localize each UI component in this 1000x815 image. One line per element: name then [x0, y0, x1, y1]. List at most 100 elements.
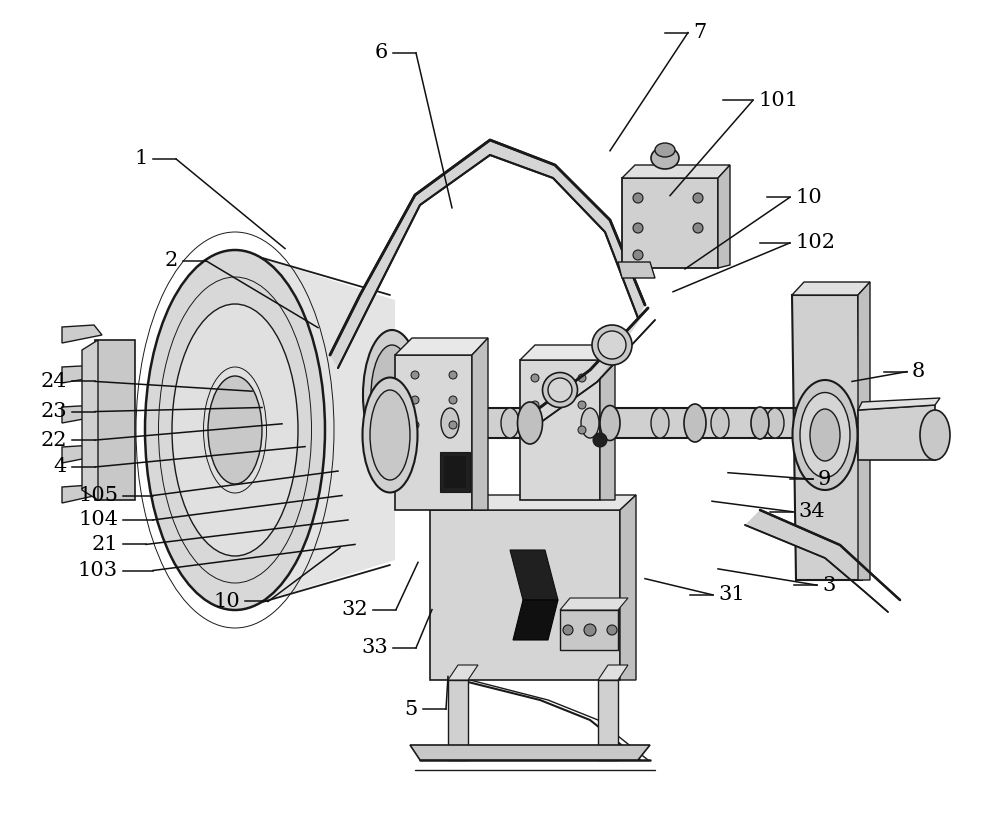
Text: 2: 2 — [165, 251, 178, 271]
Ellipse shape — [600, 406, 620, 440]
Ellipse shape — [563, 625, 573, 635]
Polygon shape — [513, 600, 558, 640]
Ellipse shape — [792, 380, 858, 490]
Polygon shape — [622, 178, 718, 268]
Ellipse shape — [145, 250, 325, 610]
Ellipse shape — [441, 408, 459, 438]
Ellipse shape — [633, 223, 643, 233]
Ellipse shape — [542, 372, 578, 408]
Polygon shape — [598, 680, 618, 760]
Ellipse shape — [578, 426, 586, 434]
Polygon shape — [510, 550, 558, 600]
Ellipse shape — [362, 377, 418, 492]
Ellipse shape — [411, 371, 419, 379]
Text: 34: 34 — [798, 502, 825, 522]
Polygon shape — [858, 405, 935, 460]
Polygon shape — [98, 395, 130, 413]
Ellipse shape — [593, 433, 607, 447]
Polygon shape — [448, 665, 478, 680]
Polygon shape — [62, 325, 102, 343]
Text: 24: 24 — [40, 372, 67, 391]
Text: 4: 4 — [54, 457, 67, 477]
Ellipse shape — [598, 331, 626, 359]
Text: 1: 1 — [135, 149, 148, 169]
Polygon shape — [395, 338, 488, 355]
Polygon shape — [82, 340, 98, 500]
Polygon shape — [620, 495, 636, 680]
Text: 104: 104 — [78, 510, 118, 530]
Text: 5: 5 — [405, 699, 418, 719]
Text: 105: 105 — [78, 486, 118, 505]
Ellipse shape — [751, 407, 769, 439]
Text: 6: 6 — [375, 43, 388, 63]
Polygon shape — [395, 355, 472, 510]
Text: 32: 32 — [341, 600, 368, 619]
Ellipse shape — [766, 408, 784, 438]
Polygon shape — [560, 598, 628, 610]
Ellipse shape — [693, 193, 703, 203]
Ellipse shape — [411, 396, 419, 404]
Polygon shape — [858, 282, 870, 580]
Polygon shape — [330, 140, 645, 368]
Ellipse shape — [548, 378, 572, 402]
Polygon shape — [472, 338, 488, 510]
Ellipse shape — [370, 390, 410, 480]
Polygon shape — [444, 456, 466, 488]
Ellipse shape — [810, 409, 840, 461]
Polygon shape — [395, 408, 820, 438]
Ellipse shape — [449, 396, 457, 404]
Text: 23: 23 — [40, 402, 67, 421]
Ellipse shape — [584, 624, 596, 636]
Ellipse shape — [684, 404, 706, 442]
Ellipse shape — [651, 147, 679, 169]
Ellipse shape — [651, 408, 669, 438]
Ellipse shape — [518, 402, 542, 444]
Text: 9: 9 — [818, 469, 831, 489]
Text: 8: 8 — [912, 362, 925, 381]
Text: 102: 102 — [795, 233, 835, 253]
Text: 101: 101 — [758, 90, 798, 110]
Ellipse shape — [449, 421, 457, 429]
Polygon shape — [235, 250, 395, 610]
Polygon shape — [98, 360, 130, 378]
Ellipse shape — [633, 250, 643, 260]
Ellipse shape — [578, 374, 586, 382]
Polygon shape — [600, 345, 615, 500]
Polygon shape — [98, 465, 130, 483]
Polygon shape — [448, 680, 468, 760]
Ellipse shape — [633, 193, 643, 203]
Polygon shape — [440, 452, 470, 492]
Polygon shape — [62, 485, 98, 503]
Polygon shape — [598, 665, 628, 680]
Polygon shape — [560, 610, 618, 650]
Ellipse shape — [531, 401, 539, 409]
Polygon shape — [520, 345, 615, 360]
Polygon shape — [62, 365, 108, 383]
Polygon shape — [858, 398, 940, 410]
Ellipse shape — [920, 410, 950, 460]
Text: 7: 7 — [693, 23, 706, 42]
Ellipse shape — [371, 345, 413, 445]
Ellipse shape — [531, 374, 539, 382]
Polygon shape — [520, 360, 600, 500]
Text: 3: 3 — [822, 575, 835, 595]
Polygon shape — [430, 510, 620, 680]
Text: 10: 10 — [213, 592, 240, 611]
Polygon shape — [745, 510, 840, 558]
Ellipse shape — [693, 223, 703, 233]
Text: 21: 21 — [91, 535, 118, 554]
Polygon shape — [410, 745, 650, 760]
Ellipse shape — [581, 408, 599, 438]
Polygon shape — [718, 165, 730, 268]
Polygon shape — [430, 495, 636, 510]
Polygon shape — [62, 445, 102, 463]
Text: 103: 103 — [78, 561, 118, 580]
Ellipse shape — [208, 376, 262, 484]
Ellipse shape — [607, 625, 617, 635]
Polygon shape — [537, 308, 648, 425]
Ellipse shape — [578, 401, 586, 409]
Polygon shape — [98, 430, 130, 448]
Ellipse shape — [363, 330, 421, 460]
Text: 33: 33 — [361, 638, 388, 658]
Text: 10: 10 — [795, 187, 822, 207]
